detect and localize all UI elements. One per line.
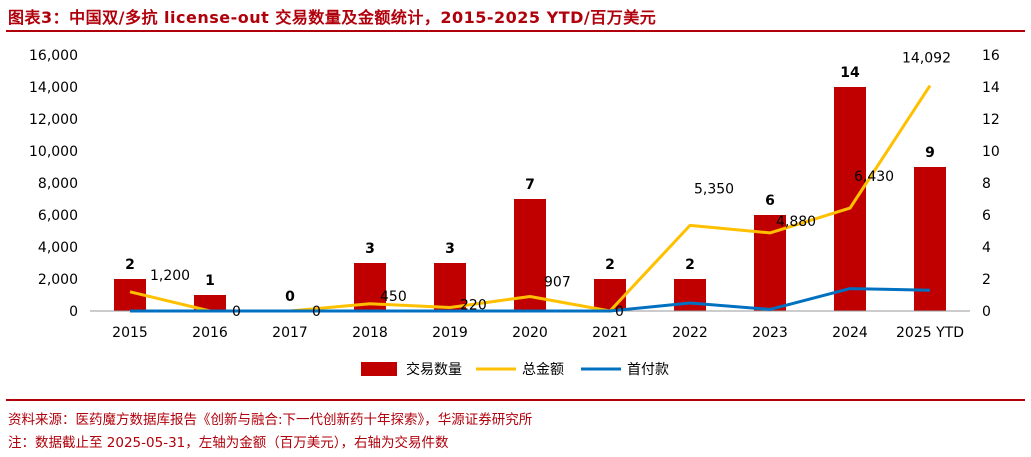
legend-swatch-deal-count <box>361 362 397 376</box>
line-value-label: 907 <box>544 274 571 290</box>
line-value-label: 5,350 <box>694 181 734 197</box>
title-divider <box>6 30 1025 32</box>
bar-value-label: 1 <box>205 273 215 289</box>
legend-label-upfront: 首付款 <box>627 362 669 378</box>
bar-value-label: 2 <box>605 257 615 273</box>
bar-deal-count <box>594 279 626 311</box>
line-value-label: 4,880 <box>776 214 816 230</box>
left-axis-tick-label: 12,000 <box>29 112 78 128</box>
footnote: 注：数据截止至 2025-05-31，左轴为金额（百万美元），右轴为交易件数 <box>8 435 449 451</box>
x-axis-tick-label: 2017 <box>272 325 308 341</box>
right-axis-tick-label: 6 <box>982 208 991 224</box>
bar-deal-count <box>914 167 946 311</box>
x-axis-tick-label: 2018 <box>352 325 388 341</box>
bar-value-label: 2 <box>685 257 695 273</box>
left-axis-tick-label: 8,000 <box>38 176 78 192</box>
line-value-label: 0 <box>312 304 321 320</box>
footer-divider <box>6 399 1025 401</box>
left-axis-tick-label: 6,000 <box>38 208 78 224</box>
bar-value-label: 14 <box>840 65 860 81</box>
bar-deal-count <box>194 295 226 311</box>
x-axis-tick-label: 2020 <box>512 325 548 341</box>
bar-value-label: 7 <box>525 177 535 193</box>
line-value-label: 0 <box>615 304 624 320</box>
line-value-label: 450 <box>380 289 407 305</box>
chart-title: 图表3：中国双/多抗 license-out 交易数量及金额统计，2015-20… <box>8 8 657 27</box>
bar-value-label: 6 <box>765 193 775 209</box>
line-value-label: 6,430 <box>854 169 894 185</box>
x-axis-tick-label: 2023 <box>752 325 788 341</box>
right-axis-tick-label: 16 <box>982 48 1000 64</box>
line-value-label: 1,200 <box>150 268 190 284</box>
x-axis-tick-label: 2025 YTD <box>896 325 964 341</box>
chart-area: 0 2,000 4,000 6,000 8,000 10,000 12,000 14,000 1… <box>29 48 1000 378</box>
x-axis-tick-label: 2022 <box>672 325 708 341</box>
right-axis-tick-label: 0 <box>982 304 991 320</box>
x-axis-tick-label: 2016 <box>192 325 228 341</box>
right-axis-tick-label: 10 <box>982 144 1000 160</box>
bar-value-label: 0 <box>285 289 295 305</box>
bar-deal-count <box>434 263 466 311</box>
line-value-label: 14,092 <box>902 51 951 67</box>
bar-deal-count <box>834 87 866 311</box>
right-axis-tick-label: 4 <box>982 240 991 256</box>
line-value-label: 0 <box>232 304 241 320</box>
bar-value-label: 3 <box>445 241 455 257</box>
bar-value-label: 2 <box>125 257 135 273</box>
bar-deal-count <box>674 279 706 311</box>
bar-deal-count <box>514 199 546 311</box>
legend-label-total-amount: 总金额 <box>522 362 564 378</box>
bar-value-label: 3 <box>365 241 375 257</box>
x-axis-tick-label: 2015 <box>112 325 148 341</box>
line-value-label: 220 <box>460 297 487 313</box>
left-axis-tick-label: 4,000 <box>38 240 78 256</box>
left-axis-tick-label: 10,000 <box>29 144 78 160</box>
line-upfront-payment <box>130 287 931 313</box>
left-axis-tick-label: 0 <box>69 304 78 320</box>
left-axis-tick-label: 16,000 <box>29 48 78 64</box>
bar-value-label: 9 <box>925 145 935 161</box>
left-axis-tick-label: 14,000 <box>29 80 78 96</box>
right-axis-tick-label: 8 <box>982 176 991 192</box>
x-axis-tick-label: 2024 <box>832 325 868 341</box>
x-axis-tick-label: 2019 <box>432 325 468 341</box>
legend-label-deal-count: 交易数量 <box>406 361 462 378</box>
source-note: 资料来源：医药魔方数据库报告《创新与融合:下一代创新药十年探索》，华源证券研究所 <box>8 412 533 428</box>
right-axis-tick-label: 2 <box>982 272 991 288</box>
left-axis-tick-label: 2,000 <box>38 272 78 288</box>
right-axis-tick-label: 12 <box>982 112 1000 128</box>
x-axis-tick-label: 2021 <box>592 325 628 341</box>
right-axis-tick-label: 14 <box>982 80 1000 96</box>
